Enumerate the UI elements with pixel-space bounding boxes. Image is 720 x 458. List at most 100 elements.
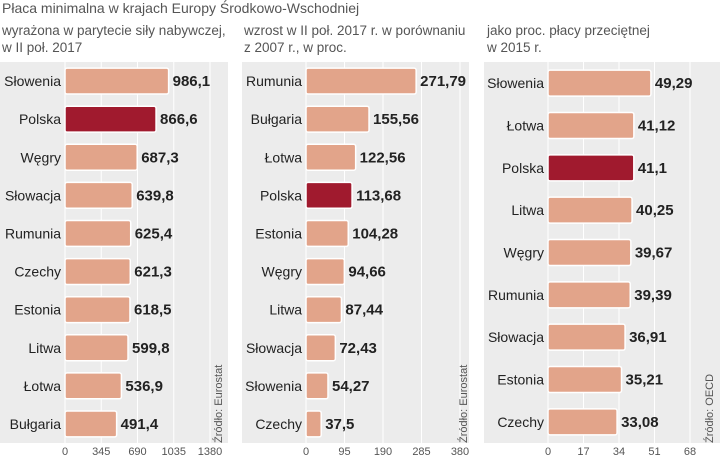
x-tick-label: 190 (374, 446, 392, 458)
bar (64, 410, 118, 438)
bar (547, 196, 633, 224)
category-label: Litwa (511, 202, 544, 218)
category-label: Czechy (497, 414, 544, 430)
value-label: 33,08 (621, 414, 659, 431)
bar (547, 154, 635, 182)
value-label: 36,91 (629, 329, 667, 346)
value-label: 39,67 (635, 245, 673, 262)
value-label: 271,79 (420, 73, 466, 90)
x-tick-label: 690 (128, 446, 146, 458)
category-label: Węgry (504, 245, 544, 261)
bar (547, 111, 635, 140)
value-label: 49,29 (655, 75, 693, 92)
bar (547, 238, 632, 267)
bar (64, 372, 123, 400)
bar (64, 67, 170, 95)
value-label: 618,5 (134, 302, 172, 319)
value-label: 986,1 (173, 73, 211, 90)
value-label: 599,8 (132, 340, 170, 357)
source-label: Źródło: Eurostat (212, 365, 225, 443)
x-tick-label: 51 (648, 446, 660, 458)
value-label: 621,3 (134, 264, 172, 281)
category-label: Węgry (262, 264, 302, 280)
bar (547, 69, 652, 97)
category-label: Słowenia (245, 378, 302, 394)
source-label: Źródło: OECD (703, 374, 716, 443)
category-label: Rumunia (488, 287, 544, 303)
bar (64, 334, 129, 362)
value-label: 155,56 (373, 111, 419, 128)
category-label: Słowacja (246, 340, 302, 356)
value-label: 41,1 (638, 160, 667, 177)
value-label: 104,28 (352, 225, 398, 242)
category-label: Węgry (21, 149, 61, 165)
value-label: 866,6 (160, 111, 198, 128)
x-tick-label: 285 (412, 446, 430, 458)
bar (64, 181, 133, 210)
x-tick-label: 17 (577, 446, 589, 458)
value-label: 41,12 (638, 118, 676, 135)
source-label: Źródło: Eurostat (457, 365, 470, 443)
category-label: Słowacja (5, 187, 61, 203)
x-tick-label: 380 (451, 446, 469, 458)
x-tick-label: 34 (613, 446, 625, 458)
x-tick-label: 95 (338, 446, 350, 458)
x-tick-label: 1035 (162, 446, 186, 458)
category-label: Bułgaria (10, 416, 62, 432)
category-label: Słowenia (487, 75, 544, 91)
category-label: Polska (260, 187, 302, 203)
category-label: Estonia (255, 225, 302, 241)
category-label: Litwa (28, 340, 61, 356)
category-label: Estonia (497, 372, 544, 388)
category-label: Estonia (14, 302, 61, 318)
category-label: Polska (502, 160, 544, 176)
chart-1: 0 345 690 1035 1380 Słowenia 986,1 Polska 866,6 W… (0, 62, 228, 458)
bar (547, 323, 626, 351)
value-label: 37,5 (325, 416, 354, 433)
value-label: 687,3 (141, 149, 179, 166)
category-label: Łotwa (24, 378, 62, 394)
value-label: 87,44 (345, 302, 383, 319)
x-tick-label: 0 (62, 446, 68, 458)
bar (305, 105, 370, 133)
bar (305, 372, 329, 400)
category-label: Litwa (269, 302, 302, 318)
subtitle-1: wyrażona w parytecie siły nabywczej, w I… (2, 23, 226, 55)
category-label: Czechy (255, 416, 302, 432)
category-label: Słowacja (488, 329, 544, 345)
bar (64, 143, 138, 171)
chart-3: 0 17 34 51 68 Słowenia 49,29 Łotwa 41,12 Polska 41… (484, 62, 720, 458)
value-label: 39,39 (634, 287, 672, 304)
value-label: 122,56 (360, 149, 406, 166)
bar (305, 219, 350, 248)
category-label: Polska (19, 111, 61, 127)
x-tick-label: 68 (684, 446, 696, 458)
category-label: Czechy (14, 264, 61, 280)
subtitle-3: jako proc. płacy przeciętnej w 2015 r. (487, 23, 650, 55)
bar (64, 219, 132, 248)
bar (64, 257, 132, 286)
value-label: 54,27 (332, 378, 370, 395)
value-label: 536,9 (125, 378, 163, 395)
x-tick-label: 0 (303, 446, 309, 458)
subtitle-2: wzrost w II poł. 2017 r. w porównaniu z … (244, 23, 466, 55)
page-title: Płaca minimalna w krajach Europy Środkow… (2, 0, 360, 16)
value-label: 625,4 (135, 225, 173, 242)
bar (305, 295, 343, 324)
bar (64, 105, 157, 133)
bar (305, 410, 322, 438)
value-label: 113,68 (356, 187, 401, 204)
value-label: 639,8 (136, 187, 174, 204)
value-label: 35,21 (626, 372, 664, 389)
category-label: Łotwa (507, 118, 545, 134)
category-label: Rumunia (5, 225, 61, 241)
bar (547, 365, 623, 394)
value-label: 40,25 (636, 202, 674, 219)
category-label: Rumunia (246, 73, 302, 89)
bar (305, 67, 417, 95)
category-label: Łotwa (265, 149, 303, 165)
x-tick-label: 1380 (198, 446, 222, 458)
bar (305, 181, 353, 210)
bar (305, 143, 357, 171)
